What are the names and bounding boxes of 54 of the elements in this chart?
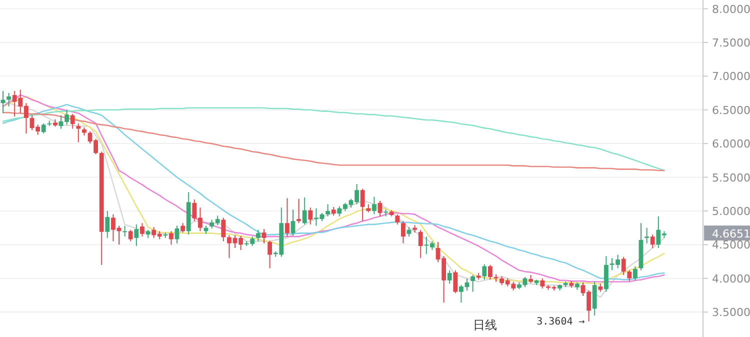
candlestick [140,222,144,238]
candlestick [6,92,11,107]
candlestick [308,207,313,225]
y-tick-label: 3.5000 [712,306,750,320]
candlestick [621,256,626,276]
candlestick [447,270,452,284]
annotation: 日线 [473,318,497,332]
candlestick [372,196,376,215]
text: 4.6651 [712,228,750,241]
candlestick [633,266,638,281]
candlestick [395,214,400,225]
candlestick [180,222,185,234]
y-tick-label: 4.0000 [712,272,750,286]
candlestick [360,188,365,222]
candlestick [378,200,382,217]
candlestick [418,229,423,259]
candlestick [174,225,180,244]
candlestick [70,113,75,130]
candlestick [470,274,475,292]
candlestick [482,264,487,280]
candlestick [290,209,296,236]
candlestick [453,270,458,294]
y-tick-label: 7.5000 [712,36,750,50]
candlestick [169,230,174,246]
candlestick [488,264,492,280]
candlestick [627,270,632,282]
y-tick-label: 6.0000 [712,138,750,151]
candlestick [262,228,266,244]
candlestick [128,229,133,242]
candlestick [650,234,655,249]
candlestick [76,122,81,143]
candlestick [592,281,597,316]
y-tick-label: 5.0000 [712,204,750,218]
candlestick [221,217,226,242]
y-tick-label: 6.5000 [712,104,750,117]
candlestick [256,229,260,242]
candlestick [302,196,307,225]
candlestick [540,278,545,289]
candlestick [122,225,127,238]
candlestick [406,226,412,238]
candlestick [105,210,110,238]
candlestick [134,224,139,247]
y-tick-label: 5.5000 [712,171,750,184]
y-tick-label: 4.5000 [712,238,750,252]
candlestick [285,198,290,238]
y-tick-label: 7.0000 [712,70,750,84]
candlestick [296,198,301,224]
y-tick-label: 8.0000 [712,2,750,16]
candlestick [41,122,46,134]
candlestick [644,227,649,244]
candlestick [326,204,330,217]
candlestick [268,240,272,269]
annotation: 3.3604 → [536,316,585,328]
candlestick [401,220,406,244]
